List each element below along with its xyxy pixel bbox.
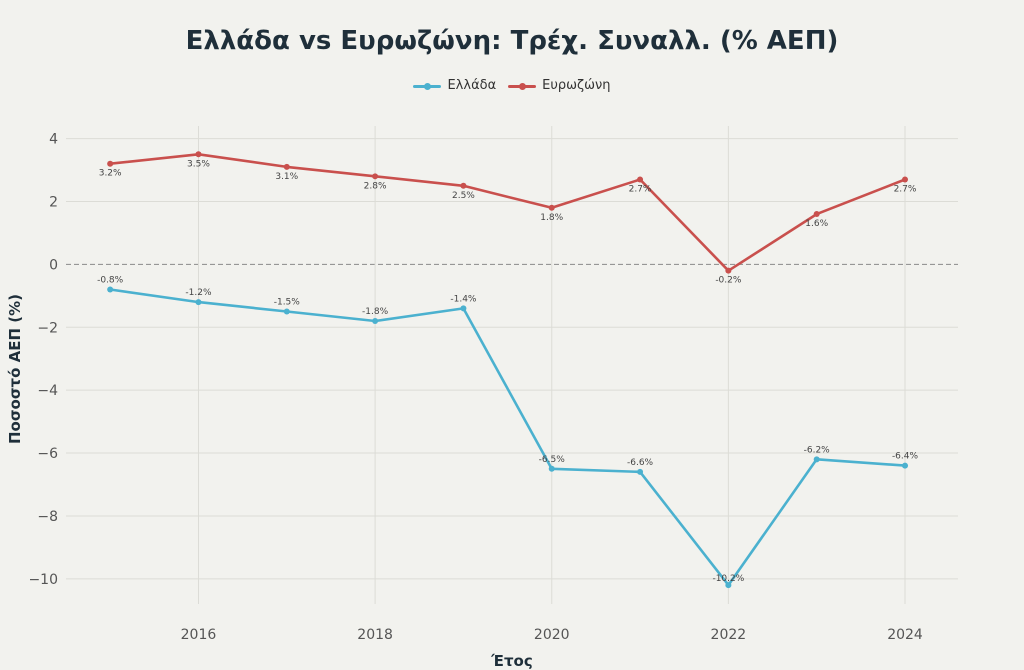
chart-legend: Ελλάδα Ευρωζώνη — [0, 78, 1024, 93]
legend-item-eurozone[interactable]: Ευρωζώνη — [508, 78, 611, 93]
data-label-eurozone: 2.7% — [629, 184, 652, 194]
data-point-greece — [548, 465, 555, 472]
tick-layer: 4 2 0 −2 −4 −6 −8 −10 2016 2018 2020 2022 2024 — [28, 132, 922, 643]
data-point-greece — [460, 305, 467, 312]
y-tick-label: 4 — [49, 132, 58, 148]
data-point-greece — [195, 299, 202, 306]
data-point-greece — [107, 286, 114, 293]
data-point-eurozone — [813, 211, 820, 218]
data-point-greece — [902, 462, 909, 469]
data-point-eurozone — [107, 160, 114, 167]
x-tick-label: 2024 — [887, 627, 923, 643]
data-label-greece: -1.5% — [274, 298, 301, 308]
x-axis-title: Έτος — [491, 652, 533, 670]
legend-swatch-greece — [413, 79, 442, 93]
data-label-eurozone: 2.5% — [452, 191, 475, 201]
data-label-eurozone: 2.7% — [894, 184, 917, 194]
x-tick-label: 2018 — [357, 627, 393, 643]
data-point-greece — [725, 582, 732, 589]
data-label-eurozone: -0.2% — [715, 276, 742, 286]
y-tick-label: 0 — [49, 257, 58, 273]
data-point-greece — [637, 468, 644, 475]
data-label-greece: -1.2% — [185, 288, 212, 298]
grid-layer — [66, 126, 958, 604]
legend-swatch-eurozone — [508, 79, 537, 93]
data-label-eurozone: 2.8% — [364, 181, 387, 191]
y-tick-label: −6 — [37, 446, 58, 462]
legend-label-eurozone: Ευρωζώνη — [542, 78, 611, 93]
data-label-greece: -0.8% — [97, 276, 124, 286]
data-label-eurozone: 1.6% — [805, 219, 828, 229]
data-point-eurozone — [902, 176, 909, 183]
data-point-greece — [372, 317, 379, 324]
data-label-layer: -0.8% -1.2% -1.5% -1.8% -1.4% -6.5% -6.6% -10.2… — [97, 159, 918, 584]
x-tick-label: 2016 — [181, 627, 217, 643]
legend-label-greece: Ελλάδα — [447, 78, 497, 93]
data-point-eurozone — [460, 182, 467, 189]
data-label-greece: -1.8% — [362, 307, 389, 317]
data-label-eurozone: 3.5% — [187, 159, 210, 169]
series-line-eurozone — [110, 153, 906, 273]
data-point-eurozone — [548, 204, 555, 211]
legend-dot-eurozone — [519, 82, 527, 90]
data-point-eurozone — [372, 173, 379, 180]
legend-dot-greece — [424, 82, 432, 90]
data-point-eurozone — [637, 176, 644, 183]
x-tick-label: 2022 — [711, 627, 747, 643]
series-line-greece — [110, 288, 906, 587]
data-point-eurozone — [725, 267, 732, 274]
legend-item-greece[interactable]: Ελλάδα — [413, 78, 496, 93]
data-label-greece: -6.4% — [892, 452, 919, 462]
data-label-eurozone: 1.8% — [540, 213, 563, 223]
y-tick-label: −2 — [37, 320, 58, 336]
series-layer — [107, 151, 909, 589]
data-label-eurozone: 3.1% — [275, 172, 298, 182]
data-point-eurozone — [195, 151, 202, 158]
chart-title: Ελλάδα vs Ευρωζώνη: Τρέχ. Συναλλ. (% ΑΕΠ… — [185, 26, 839, 56]
x-tick-label: 2020 — [534, 627, 570, 643]
data-label-greece: -6.6% — [627, 458, 654, 468]
y-tick-label: −8 — [37, 509, 58, 525]
y-tick-label: −4 — [37, 383, 58, 399]
y-tick-label: −10 — [28, 572, 58, 588]
data-label-greece: -1.4% — [450, 294, 477, 304]
data-point-greece — [283, 308, 290, 315]
data-point-greece — [813, 456, 820, 463]
y-tick-label: 2 — [49, 194, 58, 210]
data-label-greece: -10.2% — [712, 574, 744, 584]
data-point-eurozone — [283, 163, 290, 170]
data-label-eurozone: 3.2% — [99, 169, 122, 179]
data-label-greece: -6.5% — [539, 455, 566, 465]
data-label-greece: -6.2% — [804, 445, 831, 455]
